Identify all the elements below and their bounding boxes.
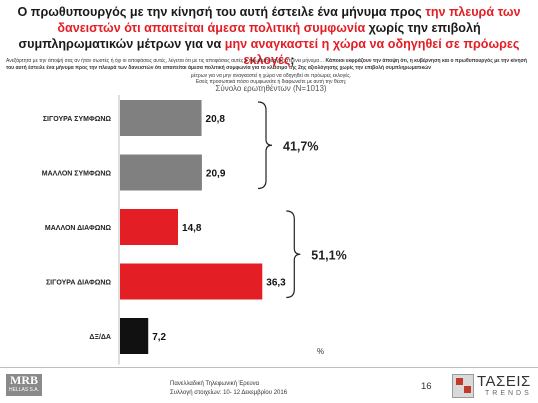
tasis-trends-logo: ΤΑΣΕΙΣ TRENDS (452, 372, 536, 402)
bar (120, 209, 179, 245)
value-label: 20,8 (206, 114, 226, 125)
title-highlight-2: μην αναγκαστεί η χώρα να οδηγηθεί σε πρό… (224, 37, 520, 67)
tasis-mark-icon (452, 374, 474, 398)
value-label: 36,3 (266, 278, 286, 289)
group-brace (286, 210, 301, 299)
value-label: 7,2 (152, 332, 166, 343)
value-label: 14,8 (182, 223, 202, 234)
mrb-logo-sub: HELLAS S.A. (8, 387, 39, 393)
question-text: Ανεξάρτητα με την άποψή σας αν ήταν σωστ… (6, 58, 532, 72)
title-highlight-1: την πλευρά των δανειστών ότι απαιτείται … (57, 5, 521, 35)
page-number: 16 (421, 381, 432, 392)
fieldwork-dates: Συλλογή στοιχείων: 10- 12 Δεκεμβρίου 201… (170, 390, 288, 396)
question-text-continued: μέτρων για να μην αναγκαστεί η χώρα να ο… (190, 73, 352, 79)
bar-chart: ΣΙΓΟΥΡΑ ΣΥΜΦΩΝΩ 20,8 ΜΑΛΛΟΝ ΣΥΜΦΩΝΩ 20,9 ΜΑΛ… (42, 95, 347, 365)
title-part-1: Ο πρωθυπουργός με την κίνησή του αυτή έσ… (17, 5, 426, 19)
slide-title: Ο πρωθυπουργός με την κίνησή του αυτή έσ… (8, 4, 530, 68)
tasis-logo-sub: TRENDS (485, 390, 532, 397)
survey-type: Πανελλαδική Τηλεφωνική Έρευνα (170, 381, 260, 387)
mrb-logo-main: MRB (10, 373, 38, 387)
unit-label: % (317, 347, 325, 356)
footer-divider (0, 367, 538, 368)
sample-base: Σύνολο ερωτηθέντων (N=1013) (215, 84, 327, 93)
value-label: 20,9 (206, 169, 226, 180)
question-statement: Κάποιοι εκφράζουν την άποψη ότι, η κυβέρ… (6, 58, 527, 71)
group-total-label: 41,7% (283, 139, 318, 153)
bar (120, 263, 263, 300)
footer-text: Πανελλαδική Τηλεφωνική Έρευνα Συλλογή στ… (170, 380, 287, 398)
category-label: ΜΑΛΛΟΝ ΔΙΑΦΩΝΩ (45, 225, 111, 232)
bar (120, 154, 202, 191)
category-label: ΔΞ/ΔΑ (89, 334, 111, 341)
tasis-logo-main: ΤΑΣΕΙΣ (477, 373, 531, 390)
category-label: ΜΑΛΛΟΝ ΣΥΜΦΩΝΩ (42, 171, 112, 178)
category-label: ΣΙΓΟΥΡΑ ΔΙΑΦΩΝΩ (46, 280, 111, 287)
question-intro: Ανεξάρτητα με την άποψή σας αν ήταν σωστ… (6, 58, 325, 64)
category-label: ΣΙΓΟΥΡΑ ΣΥΜΦΩΝΩ (43, 116, 112, 123)
group-total-label: 51,1% (311, 248, 346, 262)
title-part-3: ; (290, 53, 295, 67)
bar (120, 318, 149, 354)
title-part-2: χωρίς την επιβολή συμπληρωματικών μέτρων… (18, 21, 481, 51)
bar (120, 100, 202, 136)
question-prompt: Εσείς προσωπικά πόσο συμφωνείτε ή διαφων… (195, 79, 347, 85)
mrb-logo: MRB HELLAS S.A. (6, 374, 42, 396)
group-brace (257, 101, 273, 190)
